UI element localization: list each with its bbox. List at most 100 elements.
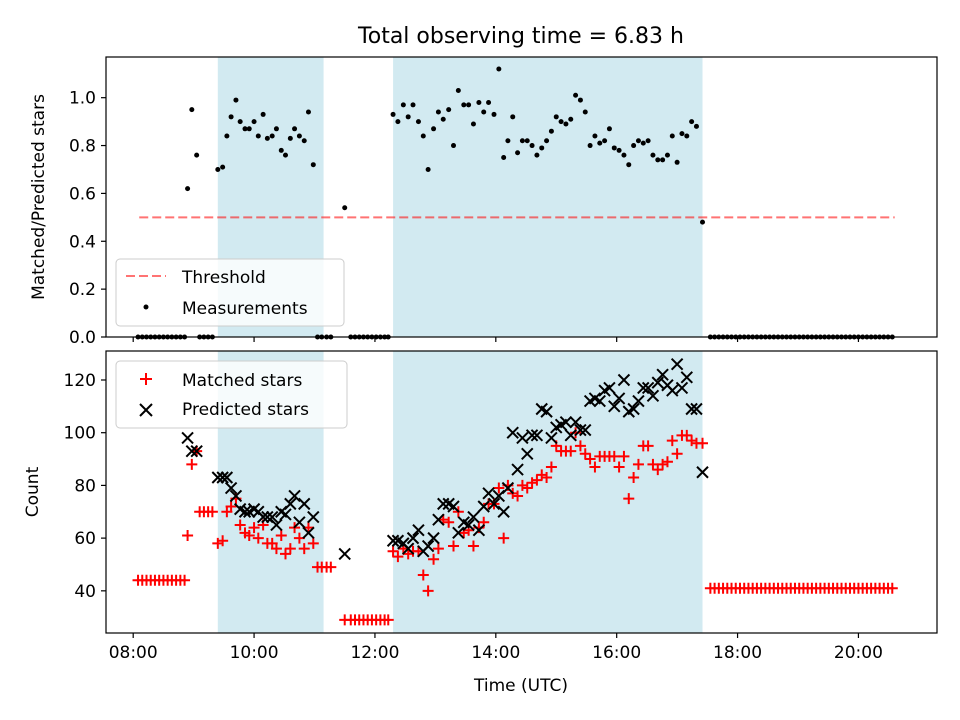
matched-star-point <box>298 543 310 555</box>
measurement-point <box>415 119 421 125</box>
matched-star-point <box>387 545 399 557</box>
predicted-star-point <box>482 487 495 500</box>
x-tick-label: 18:00 <box>713 643 762 663</box>
matched-star-point <box>252 532 264 544</box>
predicted-star-point <box>511 463 524 476</box>
measurement-point <box>544 138 550 144</box>
predicted-star-point <box>656 368 669 381</box>
predicted-star-point <box>293 516 306 529</box>
measurement-point <box>563 121 569 127</box>
predicted-star-point <box>617 373 631 387</box>
measurement-point <box>539 145 545 151</box>
predicted-star-point <box>680 371 694 384</box>
bottom-legend: Matched stars Predicted stars <box>115 360 348 429</box>
matched-star-point <box>628 472 640 484</box>
predicted-star-point <box>487 497 501 511</box>
matched-star-point <box>467 540 479 552</box>
measurement-point <box>228 114 234 120</box>
measurement-point <box>260 111 266 117</box>
measurement-point <box>650 152 656 158</box>
matched-star-point <box>512 490 524 502</box>
measurement-point <box>693 123 699 129</box>
y-tick-label: 1.0 <box>69 89 96 109</box>
measurement-point <box>242 126 248 132</box>
matched-star-point <box>325 561 337 573</box>
x-tick-label: 14:00 <box>471 643 520 663</box>
measurement-point <box>640 140 646 146</box>
measurement-point <box>684 133 690 139</box>
x-axis-label: Time (UTC) <box>473 676 568 696</box>
matched-star-point <box>647 458 659 470</box>
measurement-point <box>486 99 492 105</box>
measurement-point <box>287 135 293 141</box>
predicted-star-point <box>427 531 440 545</box>
predicted-star-point <box>637 381 650 395</box>
measurement-point <box>515 150 521 156</box>
measurement-point <box>631 143 637 149</box>
measurement-point <box>602 138 608 144</box>
matched-star-point <box>666 435 678 447</box>
predicted-star-point <box>467 510 480 524</box>
matched-star-point <box>579 448 591 460</box>
predicted-star-point <box>447 500 460 513</box>
matched-star-point <box>642 440 654 452</box>
top-panel: 0.0 0.2 0.4 0.6 0.8 1.0 Matched/Predicted sta… <box>29 56 938 348</box>
measurement-point <box>420 133 426 139</box>
predicted-star-point <box>593 394 606 408</box>
measurement-point <box>635 138 641 144</box>
bottom-legend-box <box>115 360 348 429</box>
legend-measurements-swatch <box>143 304 149 310</box>
predicted-star-point <box>256 510 270 524</box>
predicted-star-point <box>632 394 645 408</box>
measurement-point <box>606 126 612 132</box>
y-tick-label: 60 <box>74 529 96 549</box>
measurement-point <box>700 219 706 225</box>
measurement-point <box>405 114 411 120</box>
predicted-star-point <box>279 508 292 521</box>
matched-star-point <box>307 537 319 549</box>
predicted-star-point <box>437 497 450 511</box>
matched-star-point <box>275 529 287 541</box>
predicted-star-point <box>401 542 415 555</box>
measurement-point <box>510 114 516 120</box>
bottom-y-axis-label: Count <box>23 466 43 517</box>
matched-star-point <box>382 614 394 626</box>
measurement-point <box>215 166 221 172</box>
measurement-point <box>446 107 452 113</box>
predicted-star-point <box>670 357 684 371</box>
measurement-point <box>264 135 270 141</box>
matched-star-point <box>422 585 434 597</box>
matched-star-point <box>225 500 237 512</box>
matched-star-point <box>686 435 698 447</box>
measurement-point <box>255 133 261 139</box>
predicted-star-point <box>559 415 573 429</box>
predicted-star-point <box>540 405 553 418</box>
predicted-star-point <box>190 444 203 458</box>
matched-star-point <box>661 456 673 468</box>
measurement-point <box>425 166 431 172</box>
measurement-point <box>292 126 298 132</box>
measurement-point <box>679 131 685 137</box>
matched-star-point <box>652 464 664 476</box>
predicted-star-point <box>220 471 234 484</box>
predicted-star-point <box>185 444 199 458</box>
measurement-point <box>674 159 680 165</box>
top-y-axis-label: Matched/Predicted stars <box>29 94 49 300</box>
measurement-point <box>220 164 226 170</box>
legend-predicted-swatch <box>139 403 153 417</box>
matched-star-point <box>623 493 635 505</box>
matched-star-point <box>632 458 644 470</box>
predicted-star-point <box>181 431 194 445</box>
matched-star-point <box>681 429 693 441</box>
measurement-point <box>455 88 461 94</box>
predicted-star-point <box>608 400 621 413</box>
predicted-star-point <box>265 510 279 524</box>
count-points <box>132 357 898 626</box>
top-shaded-intervals <box>217 57 703 337</box>
measurement-point <box>611 145 617 151</box>
y-tick-label: 0.0 <box>69 328 96 348</box>
measurement-point <box>553 114 559 120</box>
predicted-star-point <box>525 429 539 442</box>
predicted-star-point <box>216 471 229 484</box>
matched-star-point <box>697 437 709 449</box>
